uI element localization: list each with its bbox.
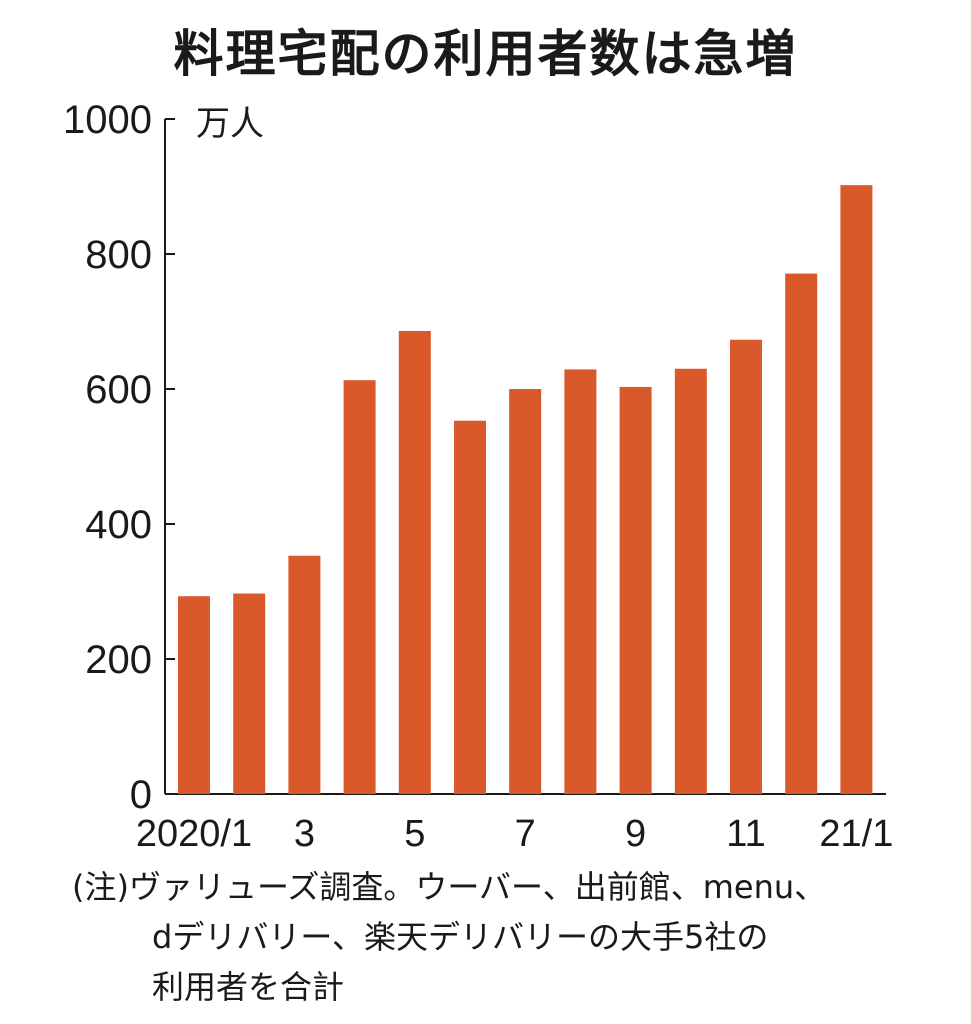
bar bbox=[730, 339, 762, 794]
x-tick-label: 7 bbox=[515, 813, 536, 855]
bar bbox=[674, 368, 707, 794]
bar bbox=[233, 593, 266, 794]
y-tick-label: 600 bbox=[85, 368, 152, 412]
y-tick-label: 0 bbox=[130, 773, 152, 817]
y-tick-label: 200 bbox=[85, 638, 152, 682]
bar bbox=[840, 185, 873, 794]
bar bbox=[509, 389, 542, 794]
footnote-line-3: 利用者を合計 bbox=[152, 968, 345, 1006]
bar bbox=[178, 596, 210, 794]
bar bbox=[343, 380, 376, 794]
x-tick-labels: 2020/1 3 5 7 9 11 21/1 bbox=[136, 813, 894, 855]
bar bbox=[785, 273, 818, 794]
chart-title: 料理宅配の利用者数は急増 bbox=[173, 25, 798, 83]
footnote: (注)ヴァリューズ調査。ウーバー、出前館、menu、 dデリバリー、楽天デリバリ… bbox=[72, 862, 952, 1012]
bar bbox=[564, 369, 597, 794]
x-tick-label: 21/1 bbox=[819, 813, 893, 855]
x-tick-label: 5 bbox=[404, 813, 425, 855]
x-tick-label: 9 bbox=[625, 813, 646, 855]
y-axis-unit: 万人 bbox=[196, 104, 264, 144]
axes bbox=[164, 118, 886, 795]
y-tick-label: 1000 bbox=[63, 98, 152, 142]
x-tick-label: 11 bbox=[726, 813, 765, 855]
footnote-line-1: (注)ヴァリューズ調査。ウーバー、出前館、menu、 bbox=[72, 868, 827, 906]
y-tick-labels: 0 200 400 600 800 1000 bbox=[63, 98, 152, 817]
y-tick-label: 400 bbox=[85, 503, 152, 547]
x-tick-label: 3 bbox=[294, 813, 315, 855]
bar bbox=[619, 386, 652, 794]
bar bbox=[398, 330, 431, 794]
footnote-line-2: dデリバリー、楽天デリバリーの大手5社の bbox=[152, 918, 769, 956]
y-tick-label: 800 bbox=[85, 233, 152, 277]
x-tick-label: 2020/1 bbox=[136, 813, 252, 855]
bar bbox=[288, 555, 321, 794]
bars bbox=[178, 185, 873, 794]
bar bbox=[454, 420, 486, 794]
